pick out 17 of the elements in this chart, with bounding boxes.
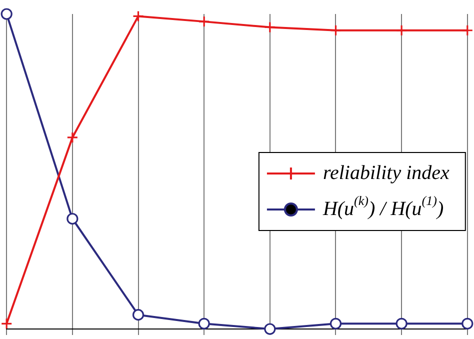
point — [462, 24, 474, 36]
point — [396, 24, 408, 36]
point — [132, 309, 144, 321]
point — [0, 8, 12, 20]
point — [66, 212, 78, 225]
point — [66, 132, 78, 144]
point — [462, 318, 474, 330]
point — [330, 24, 342, 36]
point — [132, 10, 144, 22]
point — [0, 318, 12, 330]
point — [198, 318, 210, 330]
point — [264, 21, 276, 34]
point — [264, 323, 276, 335]
point — [396, 318, 408, 330]
point — [330, 318, 342, 330]
point — [198, 16, 210, 28]
legend-label: reliability index — [322, 162, 450, 184]
